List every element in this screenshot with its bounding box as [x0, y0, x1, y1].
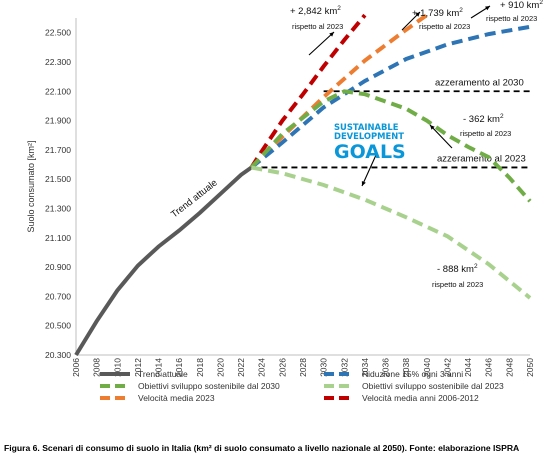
x-tick-label: 2046 [484, 358, 494, 377]
annotation-value: - 888 km2 [437, 263, 478, 275]
arrow-orange-head [415, 12, 420, 17]
y-tick-label: 22.500 [45, 28, 71, 38]
y-tick-label: 21.100 [45, 233, 71, 243]
y-axis-title: Suolo consumato [km²] [26, 140, 36, 232]
legend-label: Obiettivi sviluppo sostenibile dal 2023 [362, 381, 504, 391]
x-tick-label: 2026 [277, 358, 287, 377]
y-tick-label: 20.900 [45, 262, 71, 272]
x-tick-label: 2022 [236, 358, 246, 377]
arrow-blue-head [485, 6, 490, 11]
axes: 20.300 20.500 20.700 20.900 21.100 21.300 21.5… [26, 18, 535, 377]
sdg-logo-line1: SUSTAINABLE [334, 122, 399, 132]
x-tick-label: 2016 [174, 358, 184, 377]
arrow-red [308, 31, 335, 56]
annotation-subtext: rispetto al 2023 [292, 22, 343, 31]
y-tick-label: 21.500 [45, 174, 71, 184]
legend-label: Riduzione 15% ogni 3 anni [362, 369, 463, 379]
arrow-green [429, 124, 453, 149]
arrow-sdg-head [361, 181, 366, 186]
series-line [249, 89, 532, 203]
x-tick-label: 2032 [339, 358, 349, 377]
x-tick-label: 2036 [381, 358, 391, 377]
y-tick-label: 21.300 [45, 203, 71, 213]
y-tick-label: 22.300 [45, 57, 71, 67]
series-group [74, 13, 532, 357]
legend-label: Velocità media 2023 [138, 393, 215, 403]
reference-lines: azzeramento al 2030 azzeramento al 2023 [251, 77, 530, 169]
sdg-logo-line3: GOALS [334, 141, 406, 163]
x-tick-label: 2028 [298, 358, 308, 377]
x-tick-label: 2014 [154, 358, 164, 377]
reference-line-label: azzeramento al 2023 [437, 153, 526, 164]
annotation-subtext: rispetto al 2023 [486, 14, 537, 23]
x-tick-label: 2008 [92, 358, 102, 377]
reference-line-label: azzeramento al 2030 [435, 77, 524, 88]
annotation-value: - 362 km2 [463, 113, 504, 125]
legend-label: Obiettivi sviluppo sostenibile dal 2030 [138, 381, 280, 391]
y-tick-label: 22.100 [45, 86, 71, 96]
x-tick-label: 2050 [525, 358, 535, 377]
x-tick-label: 2048 [504, 358, 514, 377]
x-tick-label: 2030 [319, 358, 329, 377]
y-tick-label: 21.900 [45, 116, 71, 126]
legend-label: Velocità media anni 2006-2012 [362, 393, 479, 403]
annotation-value: + 910 km2 [500, 0, 543, 11]
x-tick-label: 2024 [257, 358, 267, 377]
x-tick-label: 2018 [195, 358, 205, 377]
x-tick-label: 2012 [133, 358, 143, 377]
y-tick-label: 20.500 [45, 321, 71, 331]
y-tick-label: 21.700 [45, 145, 71, 155]
x-tick-label: 2042 [442, 358, 452, 377]
y-tick-label: 20.300 [45, 350, 71, 360]
x-tick-label: 2044 [463, 358, 473, 377]
annotation-subtext: rispetto al 2023 [432, 280, 483, 289]
annotation-subtext: rispetto al 2023 [419, 22, 470, 31]
figure-caption: Figura 6. Scenari di consumo di suolo in… [4, 443, 520, 453]
x-tick-label: 2020 [215, 358, 225, 377]
chart-svg: 20.300 20.500 20.700 20.900 21.100 21.300 21.5… [26, 0, 543, 403]
arrow-red-head [329, 32, 334, 37]
series-line [251, 165, 532, 300]
x-tick-label: 2010 [112, 358, 122, 377]
arrow-sdg [361, 154, 377, 187]
x-tick-label: 2040 [422, 358, 432, 377]
annotation-value: + 2,842 km2 [290, 5, 341, 17]
x-tick-label: 2038 [401, 358, 411, 377]
sdg-logo-line2: DEVELOPMENT [334, 131, 404, 141]
legend: Trend attuale Riduzione 15% ogni 3 anni Ob… [100, 369, 504, 403]
legend-label: Trend attuale [138, 369, 188, 379]
annotation-subtext: rispetto al 2023 [460, 129, 511, 138]
series-line [74, 165, 253, 357]
arrow-green-head [430, 125, 435, 130]
series-line [249, 13, 367, 169]
annotation-value: + 1,739 km2 [412, 7, 463, 19]
x-tick-label: 2006 [71, 358, 81, 377]
y-tick-label: 20.700 [45, 291, 71, 301]
x-tick-label: 2034 [360, 358, 370, 377]
sdg-logo: SUSTAINABLE DEVELOPMENT GOALS [334, 122, 406, 163]
